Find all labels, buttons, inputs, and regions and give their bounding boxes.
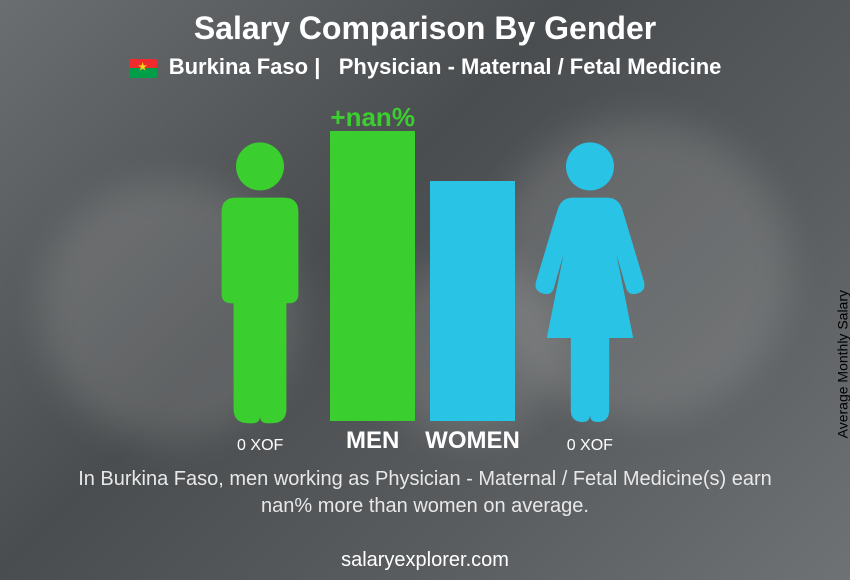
subtitle-sep: | (314, 54, 320, 79)
subtitle-job: Physician - Maternal / Fetal Medicine (339, 54, 722, 79)
footer-link[interactable]: salaryexplorer.com (0, 549, 850, 572)
women-bar-wrap: WOMEN (425, 181, 520, 455)
woman-icon (530, 139, 650, 429)
chart-area: 0 XOF +nan% MEN WOMEN 0 XOF (0, 115, 850, 455)
man-icon (200, 139, 320, 429)
flag-icon: ★ (129, 59, 157, 78)
women-bar (430, 181, 515, 421)
men-value: 0 XOF (237, 437, 283, 455)
men-bar: +nan% (330, 131, 415, 421)
men-group: 0 XOF (200, 139, 320, 455)
caption-text: In Burkina Faso, men working as Physicia… (60, 466, 790, 520)
delta-label: +nan% (330, 102, 415, 133)
yaxis-label: Average Monthly Salary (834, 290, 850, 438)
chart-subtitle: ★ Burkina Faso | Physician - Maternal / … (0, 54, 850, 80)
women-group: 0 XOF (530, 139, 650, 455)
women-value: 0 XOF (567, 437, 613, 455)
subtitle-country: Burkina Faso (169, 54, 308, 79)
men-label: MEN (346, 427, 399, 455)
men-bar-wrap: +nan% MEN (330, 131, 415, 455)
chart-title: Salary Comparison By Gender (0, 10, 850, 47)
women-label: WOMEN (425, 427, 520, 455)
